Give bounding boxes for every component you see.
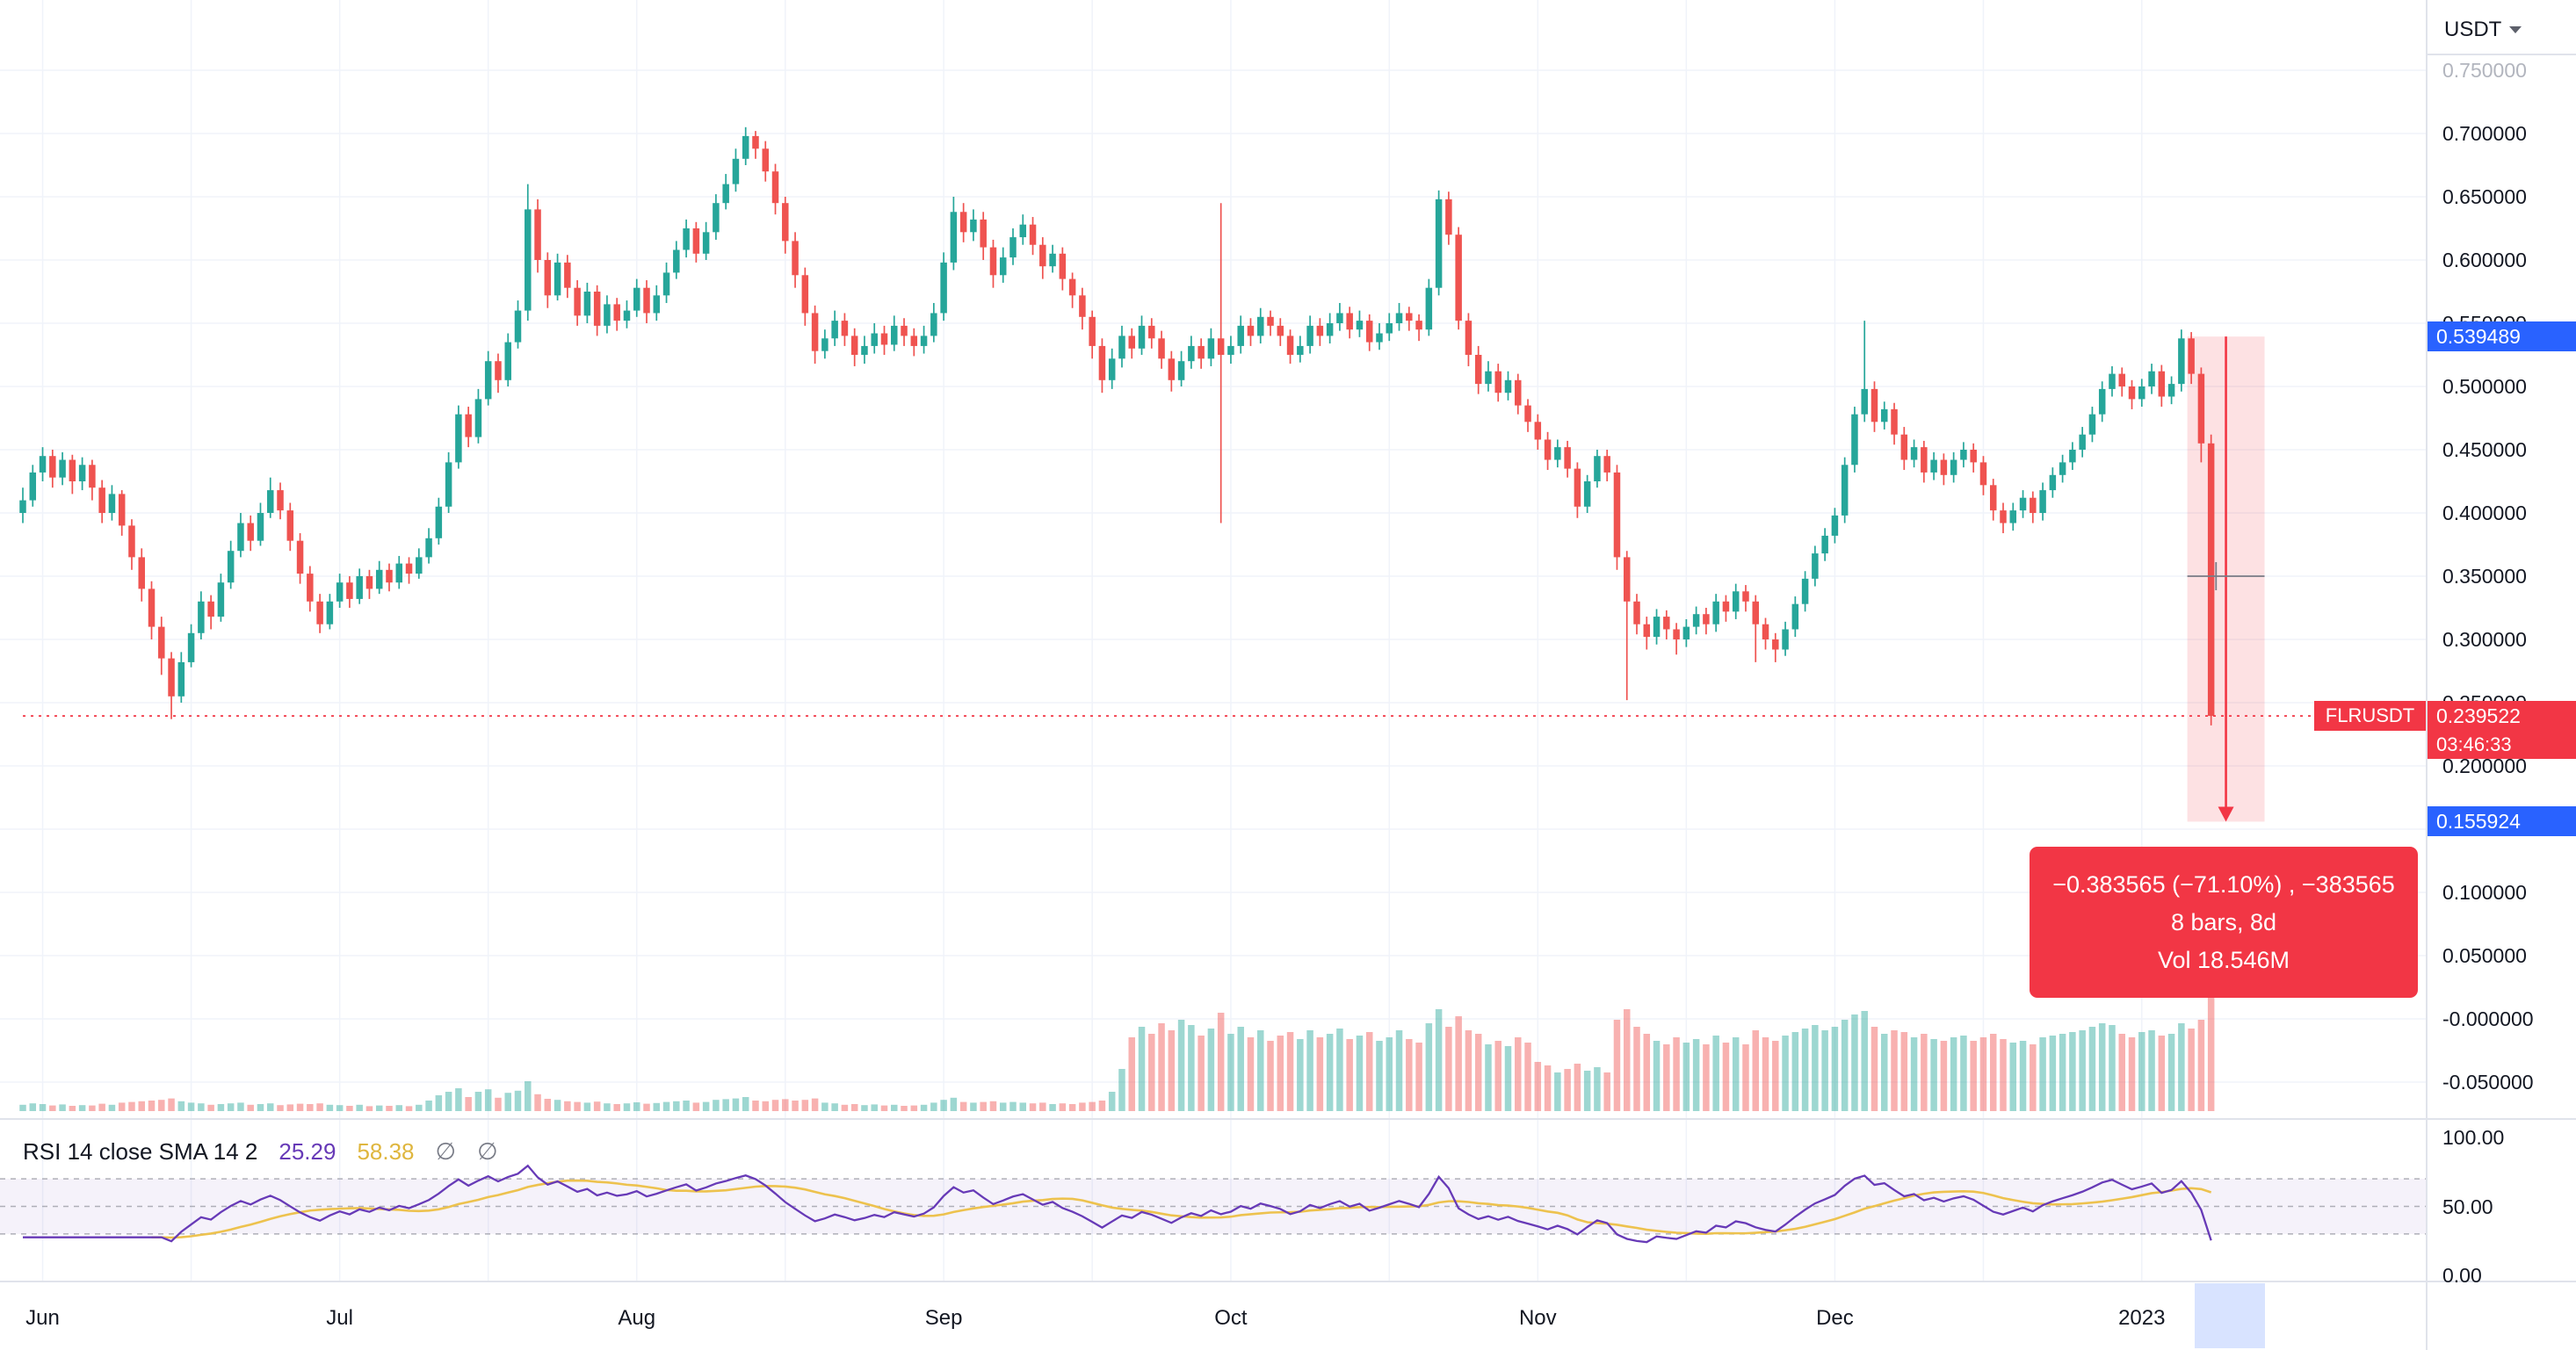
rsi-indicator-legend[interactable]: RSI 14 close SMA 14 2 25.29 58.38 ∅ ∅ <box>23 1138 498 1166</box>
measure-arrow-down-icon <box>2218 806 2234 822</box>
price-tick-label: 0.450000 <box>2442 438 2527 461</box>
time-axis-highlight <box>2194 1283 2265 1348</box>
time-axis-label: Sep <box>924 1306 963 1330</box>
currency-selector[interactable]: USDT <box>2444 18 2522 42</box>
rsi-line <box>23 1164 2212 1244</box>
price-tick-label: 0.400000 <box>2442 502 2527 524</box>
price-tick-label: 0.100000 <box>2442 881 2527 904</box>
price-tick-label: 0.300000 <box>2442 628 2527 651</box>
measure-low-price-badge: 0.155924 <box>2428 806 2576 837</box>
indicator-hide-icon[interactable]: ∅ <box>435 1138 457 1165</box>
measure-high-price-badge: 0.539489 <box>2428 321 2576 352</box>
currency-label: USDT <box>2444 18 2502 41</box>
price-tick-label: 0.050000 <box>2442 944 2527 967</box>
price-tick-label: 0.00 <box>2442 1264 2482 1287</box>
price-tick-label: 0.600000 <box>2442 249 2527 271</box>
chevron-down-icon <box>2509 26 2522 33</box>
current-price-badge: 0.239522 <box>2428 701 2576 732</box>
price-tick-label: -0.050000 <box>2442 1071 2534 1094</box>
measure-tooltip: −0.383565 (−71.10%) , −383565 8 bars, 8d… <box>2030 847 2418 998</box>
price-tick-label: 0.700000 <box>2442 122 2527 145</box>
price-tick-label: 0.750000 <box>2442 59 2527 82</box>
price-tick-label: 0.350000 <box>2442 565 2527 588</box>
time-axis-label: Dec <box>1816 1306 1854 1330</box>
price-tick-label: -0.000000 <box>2442 1007 2534 1030</box>
measure-change-line: −0.383565 (−71.10%) , −383565 <box>2052 870 2395 898</box>
time-axis-label: Jul <box>326 1306 353 1330</box>
indicator-settings-icon[interactable]: ∅ <box>477 1138 498 1165</box>
price-tick-label: 0.500000 <box>2442 375 2527 398</box>
measure-volume-line: Vol 18.546M <box>2157 946 2290 973</box>
time-axis-label: Oct <box>1214 1306 1248 1330</box>
time-axis-label: Jun <box>25 1306 60 1330</box>
time-axis-label: 2023 <box>2118 1306 2166 1330</box>
candle-countdown-badge: 03:46:33 <box>2428 731 2576 760</box>
rsi-sma-line <box>151 1179 2212 1239</box>
rsi-indicator-title: RSI 14 close SMA 14 2 <box>23 1138 258 1165</box>
rsi-sma-value: 58.38 <box>357 1138 415 1165</box>
measure-bars-line: 8 bars, 8d <box>2170 908 2277 935</box>
price-tick-label: 50.00 <box>2442 1195 2493 1218</box>
rsi-value: 25.29 <box>279 1138 336 1165</box>
time-axis-label: Nov <box>1518 1306 1557 1330</box>
price-tick-label: 0.650000 <box>2442 185 2527 208</box>
price-tick-label: 100.00 <box>2442 1126 2505 1149</box>
symbol-price-line-label: FLRUSDT <box>2314 701 2426 732</box>
time-axis[interactable]: Jun Jul Aug Sep Oct Nov Dec 2023 <box>0 1281 2576 1350</box>
price-scale[interactable]: 0.7500000.7000000.6500000.6000000.550000… <box>2427 0 2576 1350</box>
time-axis-label: Aug <box>618 1306 656 1330</box>
